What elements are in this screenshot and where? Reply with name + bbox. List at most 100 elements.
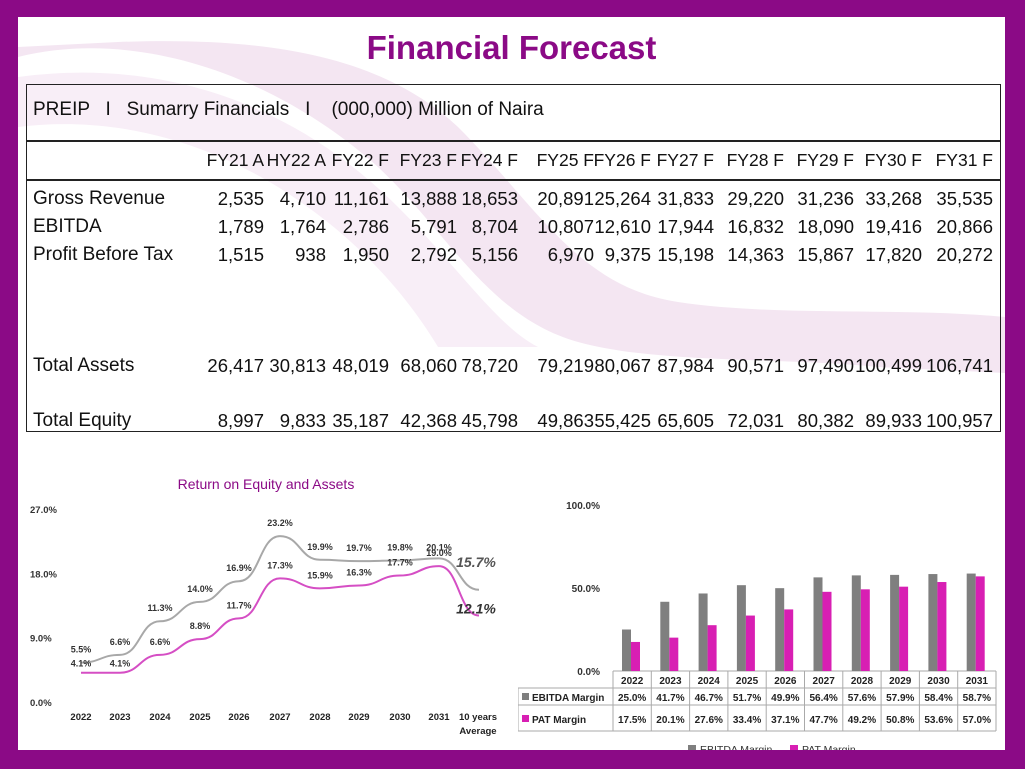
x-tick-label: 10 years <box>459 712 497 723</box>
bar-pat <box>707 625 717 671</box>
table-cell: 20,891 <box>537 188 594 209</box>
x-tick-label: 2027 <box>813 676 836 687</box>
data-label: 15.9% <box>307 570 333 580</box>
table-cell: 8,997 <box>217 410 264 431</box>
series-row-label: PAT Margin <box>532 715 586 726</box>
table-cell: 35,187 <box>332 410 389 431</box>
bar-pat <box>899 586 909 671</box>
table-cell: 80,382 <box>797 410 854 431</box>
table-cell: 17,820 <box>865 244 922 265</box>
x-tick-label: 2030 <box>927 676 950 687</box>
data-label: 11.7% <box>226 600 251 610</box>
legend-label: PAT Margin <box>802 744 856 750</box>
table-cell: 48,019 <box>332 355 389 376</box>
table-cell: 15,198 <box>657 244 714 265</box>
column-header: HY22 A <box>266 150 326 170</box>
data-label: 5.5% <box>71 645 92 655</box>
slide: Financial Forecast PREIP I Sumarry Finan… <box>18 17 1005 750</box>
column-header: FY29 F <box>796 150 854 170</box>
table-cell: 4,710 <box>279 188 326 209</box>
bar-ebitda <box>736 585 746 671</box>
data-label: 47.7% <box>809 715 837 726</box>
x-tick-label: Average <box>459 726 496 737</box>
data-label: 51.7% <box>733 693 761 704</box>
data-label: 8.8% <box>190 621 211 631</box>
y-tick-label: 0.0% <box>577 667 600 678</box>
table-cell: 16,832 <box>727 216 784 237</box>
x-tick-label: 2029 <box>348 712 369 723</box>
table-cell: 45,798 <box>461 410 518 431</box>
table-cell: 31,236 <box>797 188 854 209</box>
data-label: 16.9% <box>226 563 252 573</box>
table-cell: 10,807 <box>537 216 594 237</box>
table-cell: 2,792 <box>410 244 457 265</box>
table-cell: 72,031 <box>727 410 784 431</box>
data-label: 23.2% <box>267 518 293 528</box>
table-cell: 100,499 <box>855 355 922 376</box>
table-cell: 97,490 <box>797 355 854 376</box>
column-header: FY30 F <box>864 150 922 170</box>
x-tick-label: 2025 <box>189 712 211 723</box>
data-label: 20.1% <box>656 715 684 726</box>
table-cell: 26,417 <box>207 355 264 376</box>
table-cell: 20,272 <box>936 244 993 265</box>
data-label: 49.2% <box>848 715 876 726</box>
table-cell: 2,535 <box>217 188 264 209</box>
table-cell: 106,741 <box>926 355 993 376</box>
data-label: 4.1% <box>110 659 131 669</box>
table-divider <box>27 179 1000 181</box>
table-cell: 12,610 <box>594 216 651 237</box>
column-header: FY21 A <box>206 150 264 170</box>
table-cell: 78,720 <box>461 355 518 376</box>
x-tick-label: 2025 <box>736 676 759 687</box>
data-label: 17.3% <box>267 560 293 570</box>
data-label: 6.6% <box>150 637 171 647</box>
table-cell: 2,786 <box>342 216 389 237</box>
table-cell: 31,833 <box>657 188 714 209</box>
data-label: 57.6% <box>848 693 876 704</box>
table-cell: 11,161 <box>333 188 389 209</box>
legend-swatch <box>790 745 798 750</box>
column-header: FY25 F <box>536 150 594 170</box>
bar-ebitda <box>928 574 938 671</box>
table-cell: 89,933 <box>865 410 922 431</box>
bar-pat <box>669 637 679 671</box>
table-cell: 35,535 <box>936 188 993 209</box>
data-label: 20.1% <box>426 542 452 552</box>
row-label: Total Equity <box>33 410 132 431</box>
table-cell: 55,425 <box>594 410 651 431</box>
table-cell: 18,653 <box>461 188 518 209</box>
bar-ebitda <box>813 577 823 671</box>
column-header: FY31 F <box>935 150 993 170</box>
table-cell: 9,833 <box>279 410 326 431</box>
table-cell: 65,605 <box>657 410 714 431</box>
chart-title: Return on Equity and Assets <box>178 476 355 492</box>
data-label: 17.5% <box>618 715 646 726</box>
bar-pat <box>631 641 640 671</box>
table-cell: 14,363 <box>727 244 784 265</box>
data-label: 53.6% <box>924 715 952 726</box>
data-label: 46.7% <box>695 693 723 704</box>
column-header: FY26 F <box>593 150 651 170</box>
row-label: Profit Before Tax <box>33 244 174 265</box>
data-label: 14.0% <box>187 584 213 594</box>
data-label: 58.7% <box>963 693 991 704</box>
x-tick-label: 2027 <box>269 712 290 723</box>
bar-pat <box>937 582 947 671</box>
table-cell: 5,156 <box>471 244 518 265</box>
y-tick-label: 27.0% <box>30 505 57 516</box>
legend-swatch <box>522 693 529 700</box>
table-cell: 29,220 <box>727 188 784 209</box>
table-cell: 1,764 <box>279 216 326 237</box>
table-cell: 1,515 <box>217 244 264 265</box>
table-cell: 49,863 <box>537 410 594 431</box>
row-label: Gross Revenue <box>33 188 166 209</box>
table-cell: 87,984 <box>657 355 714 376</box>
data-label: 58.4% <box>924 693 952 704</box>
data-label: 27.6% <box>695 715 723 726</box>
legend-label: EBITDA Margin <box>700 744 773 750</box>
column-header: FY23 F <box>399 150 457 170</box>
x-tick-label: 2031 <box>966 676 989 687</box>
row-label: EBITDA <box>33 216 102 237</box>
data-label: 25.0% <box>618 693 646 704</box>
